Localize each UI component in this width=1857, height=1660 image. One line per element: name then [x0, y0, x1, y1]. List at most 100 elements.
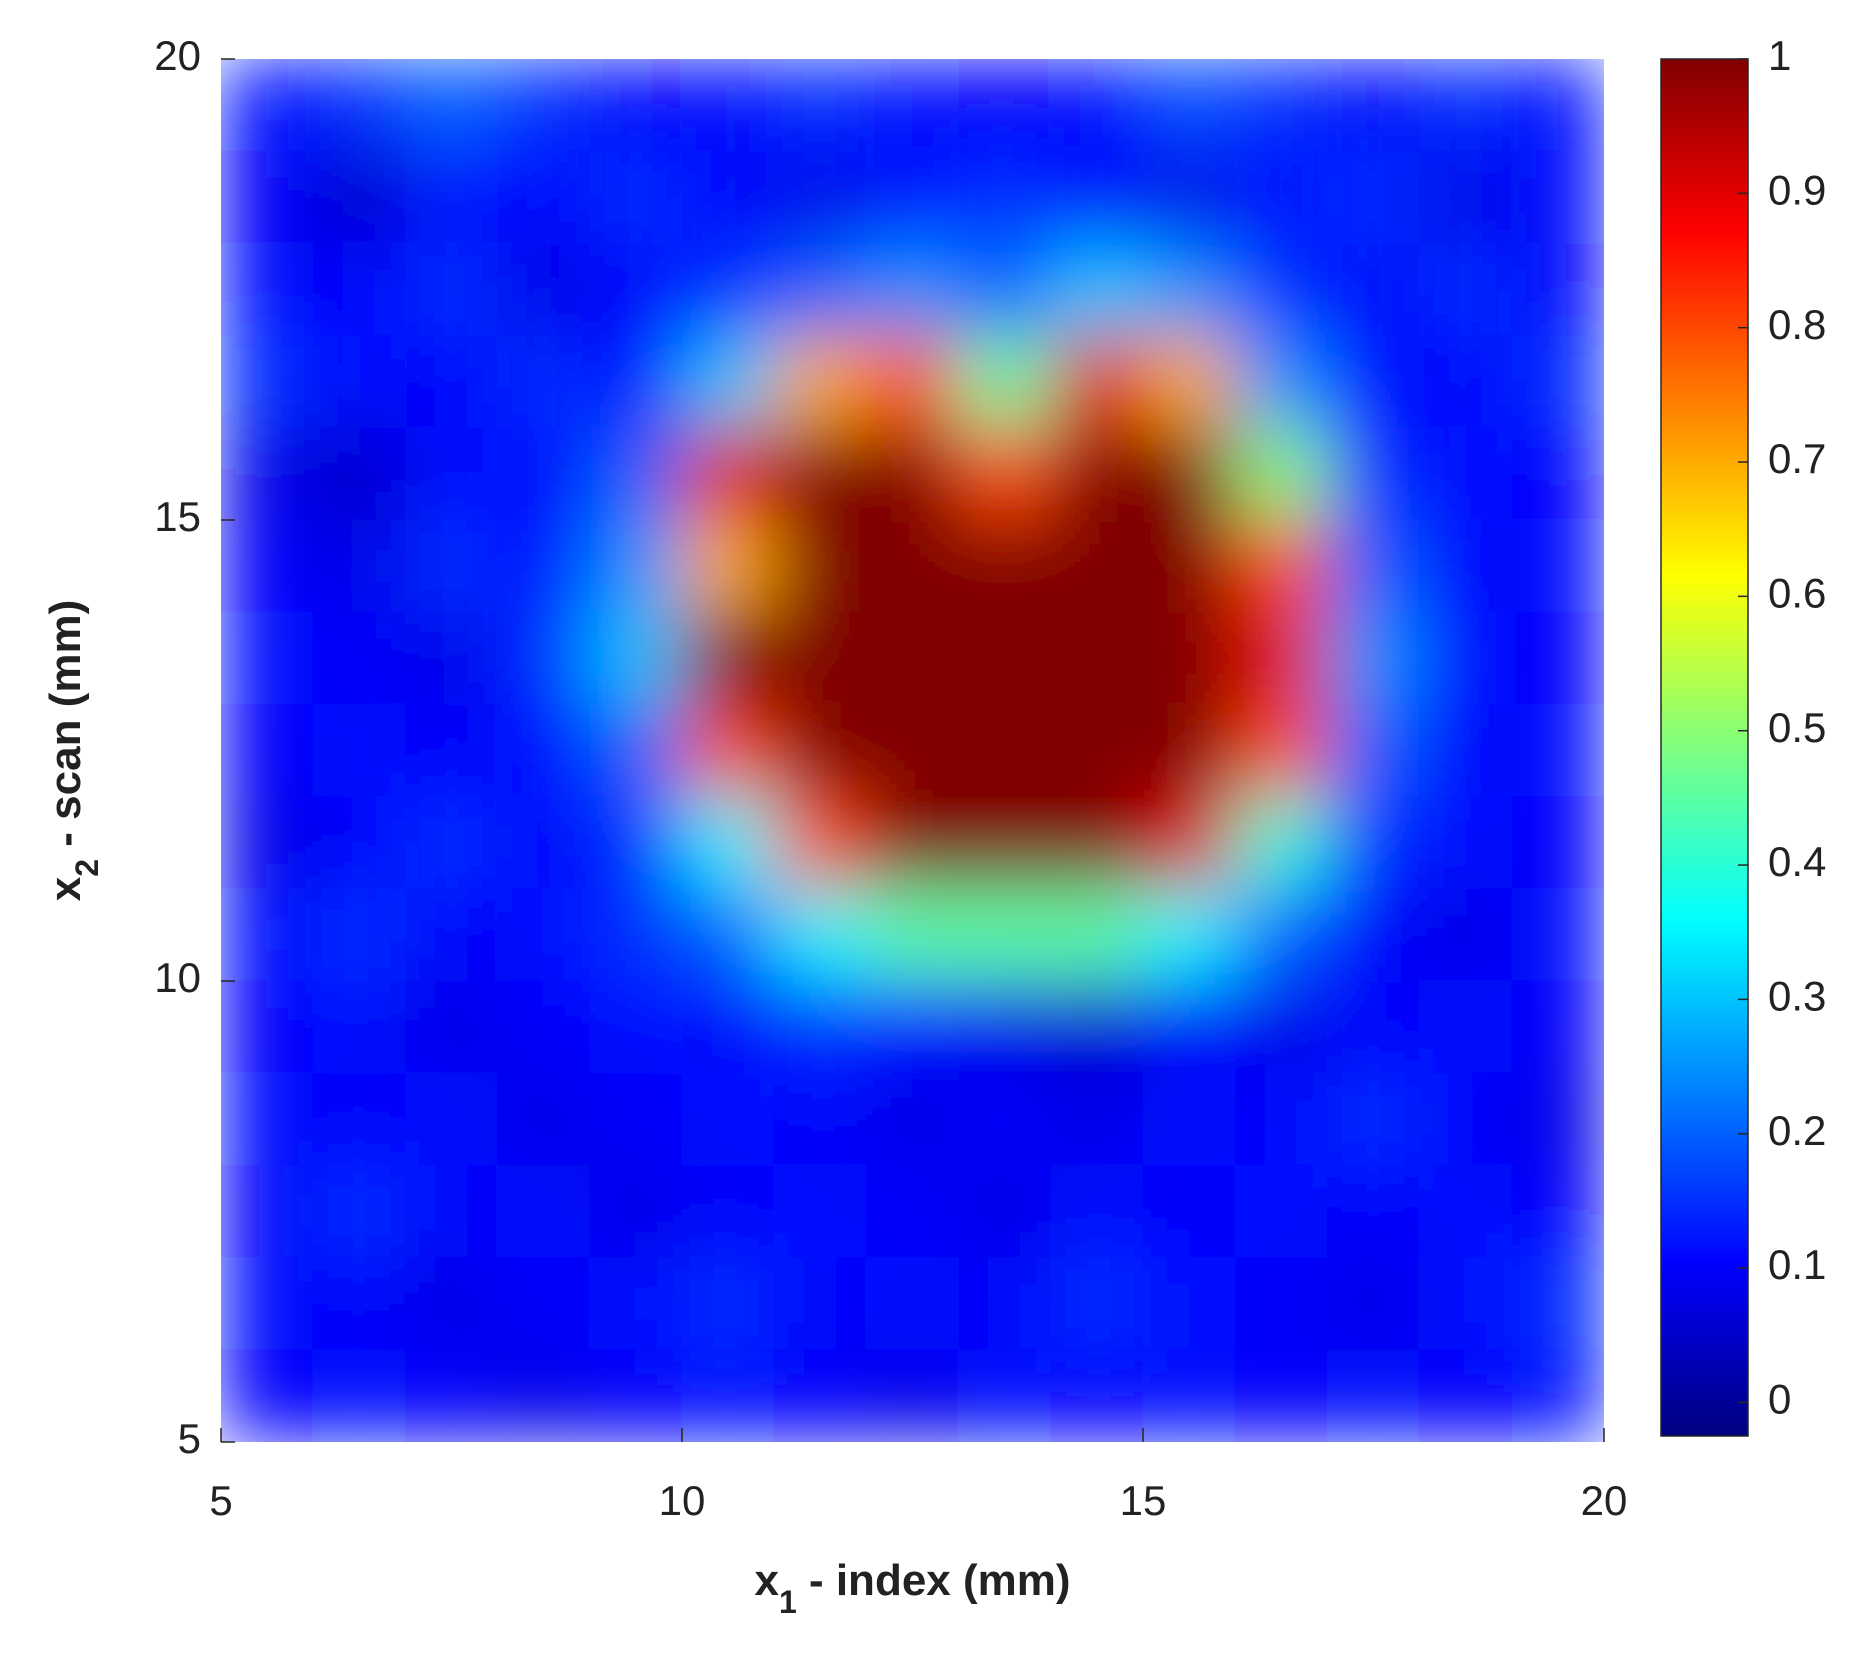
heat-cell	[404, 888, 499, 982]
heat-cell	[1050, 796, 1144, 890]
heat-cell	[681, 1164, 775, 1259]
heat-cell	[773, 611, 867, 705]
x-tick-label: 5	[209, 1477, 232, 1524]
heat-cell	[589, 519, 683, 613]
heat-cell	[1326, 611, 1421, 705]
heat-cell	[1326, 1164, 1421, 1259]
heat-cell	[1511, 980, 1604, 1074]
heat-cell	[1142, 611, 1236, 705]
heat-cell	[1234, 888, 1328, 982]
heat-cell	[1050, 335, 1144, 429]
heat-cell	[589, 1349, 683, 1442]
heat-cell	[497, 980, 591, 1074]
heat-cell	[404, 611, 499, 705]
heat-cell	[312, 980, 406, 1074]
heat-cell	[1050, 242, 1144, 337]
heat-cell	[1326, 703, 1421, 798]
heat-cell	[958, 611, 1052, 705]
heat-cell	[404, 980, 499, 1074]
heat-cell	[1234, 59, 1328, 152]
colorbar-tick-label: 0.1	[1768, 1241, 1826, 1288]
heat-cell	[1326, 1257, 1421, 1351]
heat-cell	[221, 427, 314, 521]
heat-cell	[497, 335, 591, 429]
heat-cell	[681, 519, 775, 613]
heat-cell	[1326, 980, 1421, 1074]
heat-cell	[497, 150, 591, 244]
heat-cell	[221, 1257, 314, 1351]
heat-cell	[958, 1257, 1052, 1351]
heat-cell	[1511, 888, 1604, 982]
heat-cell	[958, 888, 1052, 982]
colorbar-tick-label: 0	[1768, 1376, 1791, 1423]
heat-cell	[1050, 1349, 1144, 1442]
heat-cell	[958, 980, 1052, 1074]
heat-cell	[958, 1072, 1052, 1166]
heat-cell	[312, 1072, 406, 1166]
heat-cell	[958, 703, 1052, 798]
heat-cell	[1511, 242, 1604, 337]
heat-cell	[773, 427, 867, 521]
heat-cell	[221, 611, 314, 705]
heat-cell	[681, 1072, 775, 1166]
heat-cell	[1142, 1257, 1236, 1351]
heat-cell	[221, 335, 314, 429]
heat-cell	[404, 1257, 499, 1351]
heat-cell	[221, 242, 314, 337]
heat-cell	[1142, 888, 1236, 982]
y-tick-label: 20	[154, 32, 201, 79]
colorbar-tick-label: 1	[1768, 32, 1791, 79]
heat-cell	[312, 427, 406, 521]
heat-cell	[773, 1164, 867, 1259]
heat-cell	[865, 59, 960, 152]
heat-cell	[865, 703, 960, 798]
heat-cell	[221, 888, 314, 982]
heat-cell	[1419, 242, 1513, 337]
heat-cell	[1419, 1257, 1513, 1351]
heat-cell	[1511, 335, 1604, 429]
heat-cell	[1234, 1072, 1328, 1166]
heat-cell	[221, 703, 314, 798]
x-label-part: x	[754, 1556, 779, 1605]
heat-cell	[221, 796, 314, 890]
heat-cell	[1419, 888, 1513, 982]
heat-cell	[1142, 427, 1236, 521]
heat-cell	[589, 59, 683, 152]
heat-cell	[312, 59, 406, 152]
heat-cell	[497, 519, 591, 613]
heat-cell	[865, 1257, 960, 1351]
heat-cell	[1326, 1072, 1421, 1166]
heat-cell	[404, 427, 499, 521]
heat-cell	[1234, 242, 1328, 337]
heat-cell	[221, 1349, 314, 1442]
heat-cell	[1511, 59, 1604, 152]
heat-cell	[1050, 150, 1144, 244]
heat-cell	[1234, 1257, 1328, 1351]
heat-cell	[404, 703, 499, 798]
heat-cell	[1050, 427, 1144, 521]
heat-cell	[773, 980, 867, 1074]
heat-cell	[958, 242, 1052, 337]
heat-cell	[681, 1349, 775, 1442]
colorbar-tick-label: 0.3	[1768, 972, 1826, 1019]
heat-cell	[865, 888, 960, 982]
heat-cell	[312, 1257, 406, 1351]
heat-cell	[773, 703, 867, 798]
heat-cell	[497, 242, 591, 337]
heat-cell	[1326, 427, 1421, 521]
heat-cell	[1050, 703, 1144, 798]
y-tick-label: 15	[154, 493, 201, 540]
heat-cell	[497, 1164, 591, 1259]
heat-cell	[773, 150, 867, 244]
heat-cell	[1419, 519, 1513, 613]
heat-cell	[1326, 242, 1421, 337]
heat-cell	[773, 796, 867, 890]
heat-cell	[958, 335, 1052, 429]
heat-cell	[312, 335, 406, 429]
heat-cell	[1511, 519, 1604, 613]
colorbar-tick-label: 0.4	[1768, 838, 1826, 885]
heat-cell	[1234, 335, 1328, 429]
heat-cell	[1234, 1164, 1328, 1259]
y-label-part: - scan (mm)	[41, 600, 90, 859]
heat-cell	[865, 796, 960, 890]
